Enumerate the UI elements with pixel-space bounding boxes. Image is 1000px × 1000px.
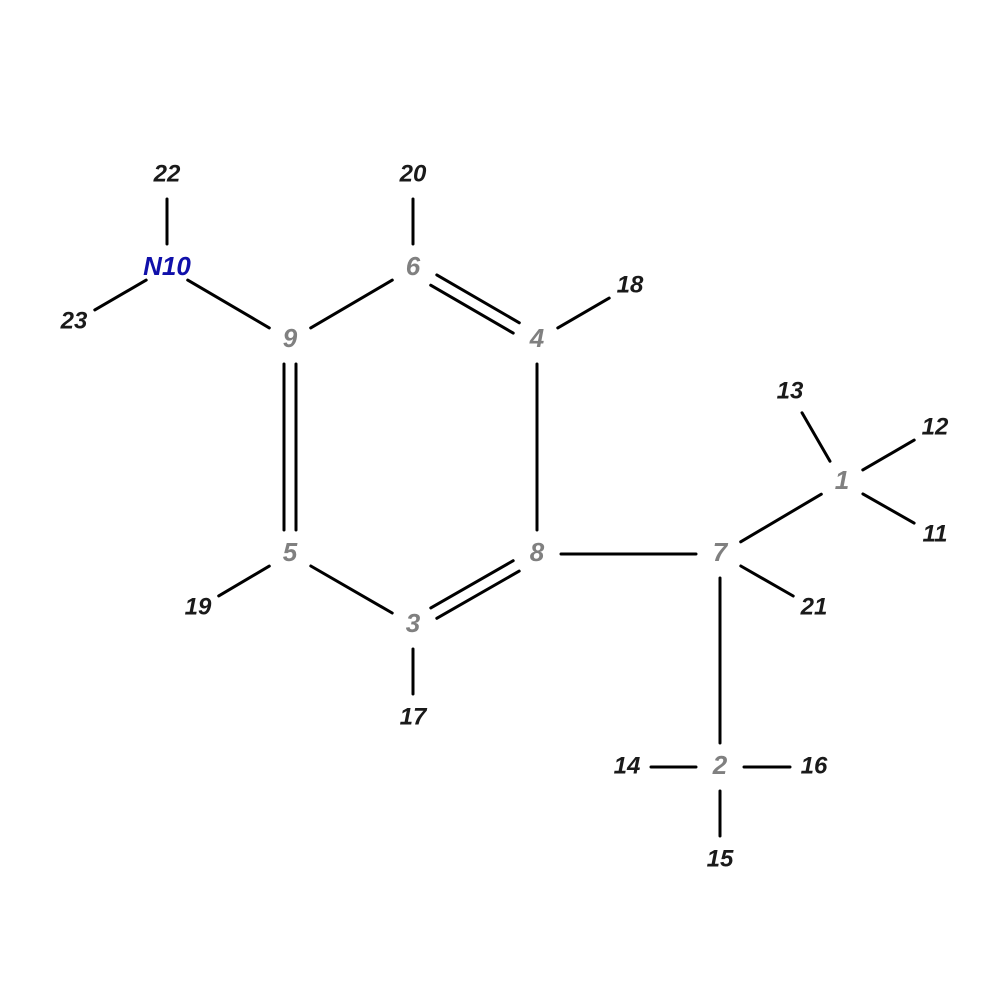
atom-label-18: 18 (617, 271, 644, 298)
molecule-diagram: 123456789N1011121314151617181920212223 (0, 0, 1000, 1000)
bond-line (437, 275, 520, 323)
atom-label-23: 23 (60, 307, 88, 334)
atom-label-6: 6 (406, 251, 421, 281)
atom-label-13: 13 (777, 377, 804, 404)
bond-line (863, 440, 914, 470)
atom-label-19: 19 (185, 593, 212, 620)
atom-label-5: 5 (283, 537, 298, 567)
bonds-layer (95, 199, 914, 836)
atom-label-2: 2 (712, 750, 728, 780)
atom-label-20: 20 (399, 160, 427, 187)
labels-layer: 123456789N1011121314151617181920212223 (60, 160, 949, 872)
bond-line (188, 280, 270, 328)
atom-label-1: 1 (835, 465, 849, 495)
bond-line (741, 494, 822, 542)
atom-label-12: 12 (922, 413, 949, 440)
atom-label-22: 22 (153, 160, 181, 187)
atom-label-8: 8 (530, 537, 545, 567)
bond-line (431, 561, 513, 608)
atom-label-11: 11 (923, 520, 948, 547)
atom-label-21: 21 (800, 593, 828, 620)
atom-label-7: 7 (713, 537, 729, 567)
atom-label-17: 17 (400, 703, 428, 730)
atom-label-4: 4 (529, 323, 545, 353)
bond-line (802, 413, 830, 461)
atom-label-15: 15 (707, 845, 734, 872)
bond-line (741, 566, 793, 596)
atom-label-14: 14 (614, 752, 641, 779)
atom-label-16: 16 (801, 752, 828, 779)
bond-line (311, 566, 392, 613)
atom-label-10: N10 (143, 251, 191, 281)
bond-line (863, 494, 914, 523)
bond-line (437, 571, 519, 618)
atom-label-3: 3 (406, 608, 421, 638)
bond-line (95, 280, 146, 310)
bond-line (219, 566, 270, 596)
bond-line (311, 280, 393, 328)
bond-line (431, 285, 514, 333)
bond-line (558, 298, 609, 328)
atom-label-9: 9 (283, 323, 298, 353)
